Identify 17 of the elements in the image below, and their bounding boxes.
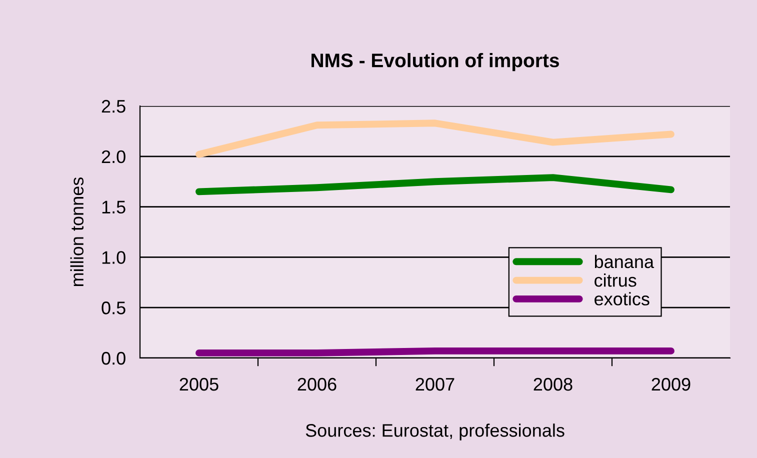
x-tick-label: 2007 <box>416 378 454 391</box>
x-tick-label: 2005 <box>180 378 218 391</box>
y-tick-label: 0.0 <box>102 352 126 365</box>
x-tick-label: 2006 <box>298 378 336 391</box>
legend-label: citrus <box>594 274 636 287</box>
y-tick-label: 1.5 <box>102 200 126 214</box>
y-tick-label: 2.0 <box>102 150 126 164</box>
y-tick-label: 0.5 <box>102 302 126 314</box>
x-tick-label: 2009 <box>652 378 690 391</box>
y-tick-label: 1.0 <box>102 251 126 264</box>
y-axis-title: million tonnes <box>70 177 84 286</box>
source-note: Sources: Eurostat, professionals <box>306 424 564 440</box>
chart-title: NMS - Evolution of imports <box>312 53 559 72</box>
legend-label: banana <box>594 254 654 268</box>
x-tick-label: 2008 <box>534 378 572 391</box>
y-tick-label: 2.5 <box>102 100 126 113</box>
legend-label: exotics <box>594 292 650 306</box>
